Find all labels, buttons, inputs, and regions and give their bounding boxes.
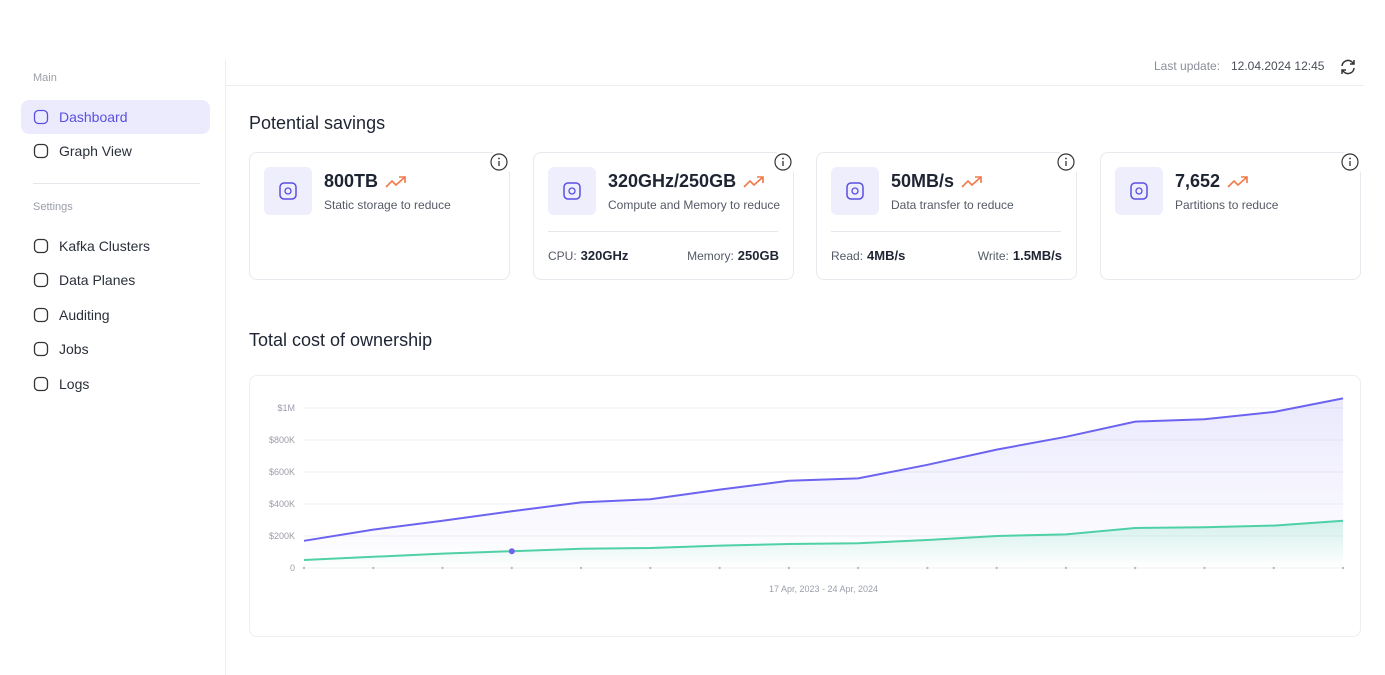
card-icon (1115, 167, 1163, 215)
icon (1130, 182, 1148, 200)
info-button[interactable] (1053, 151, 1079, 177)
chart: 0 $200K $400K $600K $800K $1M 17 Apr, 2023 - 2… (269, 397, 1345, 594)
card-value: 50MB/s (891, 171, 983, 192)
detail-label: Read: (831, 249, 864, 263)
icon (846, 182, 864, 200)
detail: Memory: 250GB (687, 248, 779, 263)
card-value: 320GHz/250GB (608, 171, 765, 192)
detail: Read: 4MB/s (831, 248, 905, 263)
sidebar-border (225, 60, 226, 675)
line (303, 519, 1344, 561)
sidebar-divider (33, 183, 200, 184)
line (303, 397, 1344, 542)
refresh-button[interactable] (1339, 58, 1357, 76)
saving-card: 50MB/s Data transfer to reduce Read: 4MB/s W… (816, 151, 1079, 280)
card-label: Partitions to reduce (1175, 198, 1279, 212)
nav-item[interactable]: Kafka Clusters (21, 229, 210, 263)
info-button[interactable] (1337, 151, 1363, 177)
y-tick-label: $200K (269, 531, 295, 541)
section-label: Settings (33, 201, 73, 213)
saving-card: 7,652 Partitions to reduce (1100, 151, 1363, 280)
nav-icon (33, 272, 49, 288)
saving-card: 800TB Static storage to reduce (249, 151, 512, 280)
hover-point (508, 548, 515, 555)
y-tick-label: $800K (269, 435, 295, 445)
detail-label: Memory: (687, 249, 734, 263)
trend-icon (743, 176, 764, 188)
detail-value: 250GB (737, 248, 779, 263)
detail-label: CPU: (548, 249, 577, 263)
nav-label: Auditing (59, 307, 110, 323)
y-tick-label: $400K (269, 499, 295, 509)
card-value: 800TB (324, 171, 407, 192)
info-button[interactable] (486, 151, 512, 177)
detail: Write: 1.5MB/s (978, 248, 1062, 263)
last-update-label: Last update: (1154, 59, 1221, 73)
nav-item[interactable]: Dashboard (21, 100, 210, 134)
nav-icon (33, 238, 49, 254)
y-tick-label: $600K (269, 467, 295, 477)
detail-value: 4MB/s (867, 248, 906, 263)
card-icon (264, 167, 312, 215)
card-divider (548, 231, 778, 232)
nav-item[interactable]: Jobs (21, 332, 210, 366)
card-value: 7,652 (1175, 171, 1249, 192)
saving-card: 320GHz/250GB Compute and Memory to reduce… (533, 151, 796, 280)
nav-label: Jobs (59, 341, 89, 357)
section-label: Main (33, 72, 57, 84)
info-button[interactable] (770, 151, 796, 177)
header-border (226, 85, 1364, 86)
nav-item[interactable]: Graph View (21, 134, 210, 168)
card-label: Compute and Memory to reduce (608, 198, 781, 212)
nav-item[interactable]: Logs (21, 367, 210, 401)
last-update: 12.04.2024 12:45 (1231, 59, 1325, 73)
icon (563, 182, 581, 200)
y-tick-label: $1M (277, 403, 295, 413)
nav-icon (33, 307, 49, 323)
trend-icon (961, 176, 982, 188)
nav-icon (33, 109, 49, 125)
card-label: Static storage to reduce (324, 198, 451, 212)
nav-icon (33, 143, 49, 159)
area (304, 398, 1343, 568)
card-label: Data transfer to reduce (891, 198, 1014, 212)
nav-item[interactable]: Data Planes (21, 263, 210, 297)
icon (279, 182, 297, 200)
card-icon (548, 167, 596, 215)
nav-item[interactable]: Auditing (21, 298, 210, 332)
chart-title: Total cost of ownership (249, 330, 433, 350)
x-axis-label: 17 Apr, 2023 - 24 Apr, 2024 (769, 584, 878, 594)
trend-icon (1227, 176, 1248, 188)
nav-label: Logs (59, 376, 90, 392)
detail-value: 320GHz (580, 248, 629, 263)
nav-label: Graph View (59, 143, 132, 159)
chart-card (249, 375, 1361, 637)
nav-icon (33, 376, 49, 392)
nav-label: Kafka Clusters (59, 238, 151, 254)
trend-icon (385, 176, 406, 188)
card-icon (831, 167, 879, 215)
y-tick-label: 0 (290, 563, 295, 573)
section-title: Potential savings (249, 113, 386, 133)
detail-value: 1.5MB/s (1012, 248, 1062, 263)
detail-label: Write: (977, 249, 1009, 263)
card-divider (831, 231, 1061, 232)
nav-label: Dashboard (59, 109, 128, 125)
detail: CPU: 320GHz (548, 248, 628, 263)
nav-label: Data Planes (59, 272, 136, 288)
nav-icon (33, 341, 49, 357)
